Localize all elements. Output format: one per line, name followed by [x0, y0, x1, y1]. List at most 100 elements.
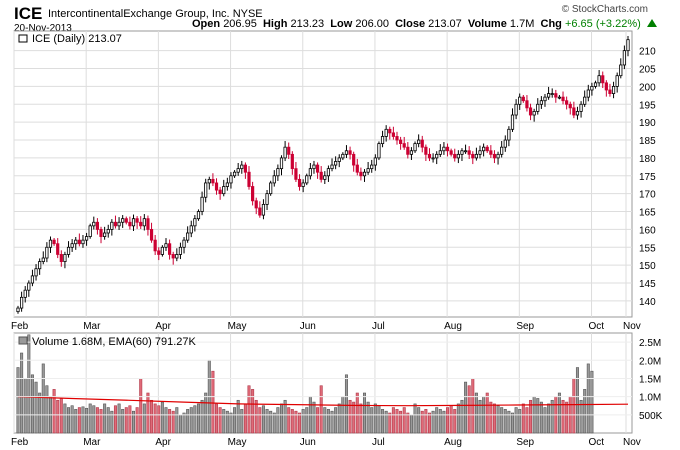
price-candle [622, 50, 626, 66]
price-candle [565, 100, 569, 105]
volume-y-tick-label: 1.5M [639, 374, 661, 385]
price-candle [615, 75, 619, 87]
price-candle [301, 182, 305, 187]
price-candle [103, 232, 107, 237]
volume-bar [507, 410, 511, 434]
volume-bar [529, 399, 533, 434]
price-candle [323, 175, 327, 180]
volume-y-tick-label: 2.5M [639, 338, 661, 349]
price-y-tick-label: 155 [639, 243, 656, 254]
volume-bar [135, 407, 139, 434]
volume-bar [319, 385, 323, 434]
price-candle [225, 182, 229, 187]
volume-bar [225, 410, 229, 434]
volume-bar [74, 409, 78, 434]
price-candle [467, 150, 471, 155]
volume-bar [464, 381, 468, 434]
volume-bar [236, 399, 240, 434]
price-candle [406, 146, 410, 155]
volume-bar [388, 412, 392, 434]
volume-bar [518, 409, 522, 434]
volume-bar [438, 409, 442, 434]
volume-bar [182, 412, 186, 434]
volume-bar [189, 407, 193, 434]
volume-bar [384, 410, 388, 434]
price-candle [128, 221, 132, 227]
price-y-tick-label: 180 [639, 154, 656, 165]
price-candle [532, 111, 536, 116]
volume-bar [247, 385, 251, 434]
volume-bar [536, 398, 540, 434]
price-candle [463, 150, 468, 153]
volume-bar [503, 409, 507, 434]
price-candle [427, 153, 432, 159]
price-candle [604, 82, 608, 91]
volume-bar [399, 410, 403, 434]
price-candle [380, 136, 385, 145]
volume-bar [103, 403, 107, 434]
volume-bar [171, 410, 175, 434]
price-candle [388, 128, 392, 134]
volume-bar [175, 407, 179, 434]
price-candle [106, 229, 110, 234]
price-candle [319, 171, 323, 180]
price-candle [146, 218, 150, 230]
price-candle [489, 150, 493, 155]
volume-bar [413, 403, 417, 434]
price-candle [254, 200, 258, 209]
volume-bar [557, 392, 561, 434]
price-candle [518, 96, 522, 105]
volume-bar [16, 367, 20, 434]
volume-bar [301, 409, 305, 434]
price-candle [52, 239, 56, 245]
volume-bar [370, 407, 374, 434]
price-candle [362, 171, 367, 177]
price-candle [153, 239, 157, 252]
volume-bar [27, 334, 31, 434]
volume-y-tick-label: 1.0M [639, 393, 661, 404]
price-candle [554, 93, 558, 98]
price-candle [431, 157, 435, 160]
volume-bar [485, 392, 489, 434]
volume-legend: Volume 1.68M, EMA(60) 791.27K [32, 336, 197, 348]
volume-bar [391, 407, 395, 434]
volume-bar [121, 409, 125, 434]
volume-bar [113, 405, 117, 434]
price-candle [45, 246, 49, 259]
price-candle [402, 143, 406, 148]
volume-bar [402, 407, 406, 434]
volume-bar [298, 412, 302, 434]
volume-bar [586, 363, 590, 434]
price-candle [492, 153, 497, 159]
volume-bar [106, 407, 110, 434]
price-candle [251, 186, 255, 202]
price-candle [290, 153, 294, 170]
price-candle [579, 103, 583, 112]
price-candle [445, 146, 450, 152]
price-y-tick-label: 210 [639, 47, 656, 58]
price-y-tick-label: 190 [639, 118, 656, 129]
volume-x-tick-label: Jun [300, 437, 316, 448]
volume-bar [283, 399, 287, 434]
price-candle [84, 236, 89, 241]
price-candle [243, 164, 247, 173]
price-y-tick-label: 145 [639, 279, 656, 290]
price-candle [66, 246, 71, 255]
volume-bar [510, 412, 514, 434]
price-candle [149, 229, 154, 241]
price-candle [297, 178, 302, 187]
volume-x-tick-label: Oct [589, 437, 605, 448]
price-candle [352, 153, 356, 166]
volume-bar [20, 352, 24, 434]
volume-bar [406, 412, 410, 434]
price-candle [521, 96, 525, 102]
price-x-tick-label: Jul [372, 321, 385, 332]
volume-bar [211, 370, 215, 434]
price-candle [308, 168, 312, 177]
volume-bar [81, 406, 85, 434]
price-candle [232, 171, 237, 177]
volume-bar [381, 409, 385, 434]
volume-bar [456, 403, 460, 434]
volume-bar [265, 409, 269, 434]
price-candle [186, 232, 190, 241]
